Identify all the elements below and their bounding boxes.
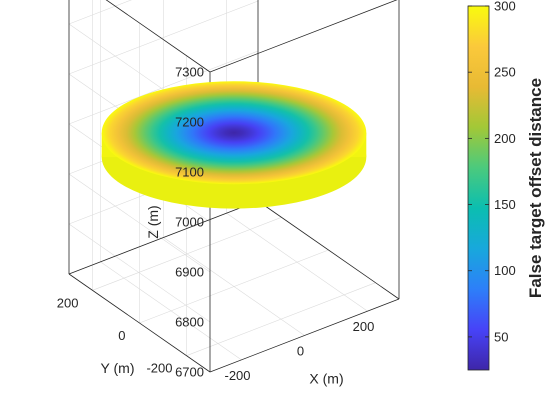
box-edge bbox=[68, 200, 259, 275]
axes-box-front bbox=[209, 0, 400, 299]
box-edge bbox=[68, 273, 211, 373]
box-edge bbox=[209, 0, 398, 73]
gridline-y bbox=[186, 282, 376, 356]
colorbar-ticks: 50 100 150 200 250 300 bbox=[468, 0, 516, 344]
colorbar: 50 100 150 200 250 300 False target offset di… bbox=[467, 0, 545, 371]
surface-disc bbox=[101, 81, 367, 209]
z-tick-label: 6800 bbox=[175, 315, 204, 330]
colorbar-tick-label: 300 bbox=[494, 0, 516, 14]
surface-top bbox=[101, 81, 367, 185]
box-edge bbox=[209, 298, 400, 373]
gridline-y bbox=[92, 217, 282, 291]
colorbar-tick-label: 250 bbox=[494, 65, 516, 80]
x-tick-label: 0 bbox=[297, 344, 304, 359]
colorbar-tick-label: 200 bbox=[494, 131, 516, 146]
x-tick-label: 200 bbox=[353, 319, 375, 334]
z-axis-label: Z (m) bbox=[145, 205, 161, 238]
x-tick-label: -200 bbox=[224, 368, 250, 383]
colorbar-tick-label: 50 bbox=[494, 329, 508, 344]
z-tick-label: 6900 bbox=[175, 265, 204, 280]
gridline-y bbox=[139, 249, 329, 324]
z-tick-label: 7100 bbox=[175, 165, 204, 180]
y-tick-label: -200 bbox=[146, 361, 172, 376]
y-tick-label: 200 bbox=[57, 295, 79, 310]
y-tick-label: 0 bbox=[118, 328, 125, 343]
z-tick-label: 7200 bbox=[175, 115, 204, 130]
z-tick-label: 7000 bbox=[175, 215, 204, 230]
z-tick-label: 6700 bbox=[175, 365, 204, 380]
colorbar-tick-label: 150 bbox=[494, 197, 516, 212]
colorbar-tick-label: 100 bbox=[494, 263, 516, 278]
tick-labels: 6700 6800 6900 7000 7100 7200 7300 -200 0 200 -200… bbox=[57, 65, 375, 383]
plot-area: 6700 6800 6900 7000 7100 7200 7300 -200 0 200 -200… bbox=[57, 0, 400, 383]
box-edge bbox=[257, 200, 400, 300]
colorbar-label: False target offset distance bbox=[526, 78, 545, 298]
colorbar-bar bbox=[467, 5, 490, 371]
y-axis-label: Y (m) bbox=[101, 360, 135, 376]
x-axis-label: X (m) bbox=[309, 371, 343, 387]
box-edge bbox=[105, 0, 211, 73]
z-tick-label: 7300 bbox=[175, 65, 204, 80]
